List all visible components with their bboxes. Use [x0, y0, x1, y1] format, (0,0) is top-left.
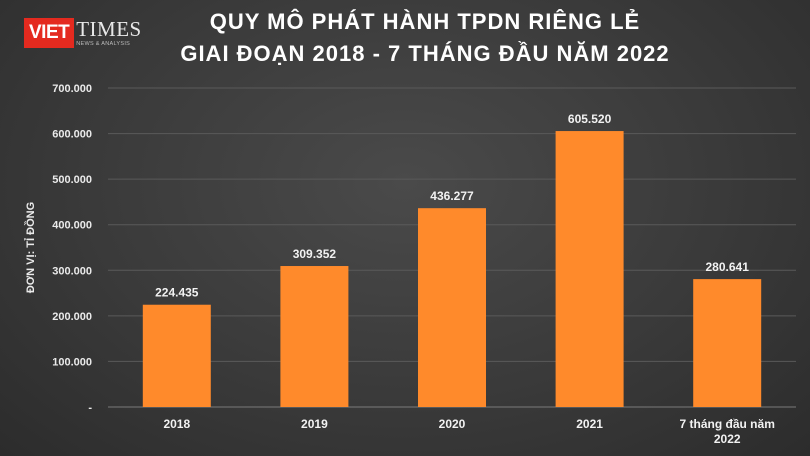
logo-tagline: NEWS & ANALYSIS [76, 41, 131, 47]
x-tick-label: 2018 [163, 417, 190, 431]
bar [555, 131, 624, 407]
bar [280, 266, 349, 407]
y-tick-label: 100.000 [52, 356, 92, 368]
data-label: 224.435 [155, 286, 199, 300]
y-tick-label: 400.000 [52, 220, 92, 232]
logo-brand-times: TIMES [76, 17, 142, 41]
x-tick-label: 2020 [439, 417, 466, 431]
bar [142, 304, 211, 407]
chart-title-line1: QUY MÔ PHÁT HÀNH TPDN RIÊNG LẺ [209, 9, 641, 34]
y-tick-label: 300.000 [52, 265, 92, 277]
data-label: 436.277 [430, 189, 474, 203]
y-tick-label: 500.000 [52, 174, 92, 186]
y-tick-label: 600.000 [52, 129, 92, 141]
bar [418, 208, 486, 407]
bar [693, 279, 762, 407]
y-tick-label: 200.000 [52, 311, 92, 323]
logo-brand: VIET [24, 18, 75, 48]
data-label: 280.641 [706, 260, 750, 274]
y-tick-label: 700.000 [52, 83, 92, 95]
x-tick-label: 2021 [576, 417, 603, 431]
y-tick-label: - [88, 402, 92, 414]
x-tick-label: 2019 [301, 417, 328, 431]
chart-title: QUY MÔ PHÁT HÀNH TPDN RIÊNG LẺ GIAI ĐOẠN… [0, 6, 810, 70]
viettimes-logo: VIET TIMES NEWS & ANALYSIS [24, 18, 142, 52]
y-axis-title: ĐƠN VỊ: TỈ ĐỒNG [24, 202, 37, 293]
chart-title-line2: GIAI ĐOẠN 2018 - 7 THÁNG ĐẦU NĂM 2022 [180, 41, 670, 66]
x-tick-label: 7 tháng đầu năm 2022 [680, 417, 775, 446]
data-label: 309.352 [293, 247, 337, 261]
data-label: 605.520 [568, 112, 612, 126]
